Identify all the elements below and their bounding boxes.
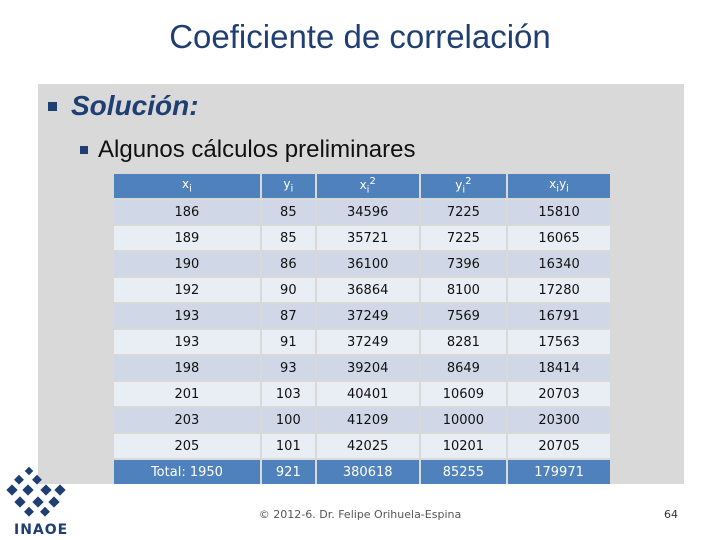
bullet-calculos-text: Algunos cálculos preliminares <box>98 136 416 163</box>
table-row: 205 101 42025 10201 20705 <box>114 434 610 458</box>
table-cell: 16065 <box>508 226 610 250</box>
table-cell: 87 <box>261 304 315 328</box>
table-row: 190 86 36100 7396 16340 <box>114 252 610 276</box>
bullet-calculos: Algunos cálculos preliminares <box>80 136 415 164</box>
table-cell: 189 <box>114 226 260 250</box>
table-cell: 34596 <box>316 200 419 224</box>
table-cell: 8281 <box>420 330 507 354</box>
table-cell: 10000 <box>420 408 507 432</box>
header-yi: yi <box>261 174 315 198</box>
table-cell: 20300 <box>508 408 610 432</box>
slide-title: Coeficiente de correlación <box>169 18 551 55</box>
table-cell: 16340 <box>508 252 610 276</box>
table-cell: 36100 <box>316 252 419 276</box>
header-xi-squared: xi2 <box>316 174 419 198</box>
table-cell: 20703 <box>508 382 610 406</box>
table-cell: 37249 <box>316 330 419 354</box>
table-cell: 7569 <box>420 304 507 328</box>
table-cell: 85 <box>261 200 315 224</box>
table-row: 189 85 35721 7225 16065 <box>114 226 610 250</box>
table-cell: 103 <box>261 382 315 406</box>
total-cell: 380618 <box>316 460 419 484</box>
table-cell: 15810 <box>508 200 610 224</box>
table-total-row: Total: 1950 921 380618 85255 179971 <box>114 460 610 484</box>
table-cell: 186 <box>114 200 260 224</box>
table-row: 192 90 36864 8100 17280 <box>114 278 610 302</box>
total-cell: 179971 <box>508 460 610 484</box>
table-cell: 192 <box>114 278 260 302</box>
table-cell: 91 <box>261 330 315 354</box>
header-xiyi: xiyi <box>508 174 610 198</box>
table-row: 201 103 40401 10609 20703 <box>114 382 610 406</box>
inaoe-logo-icon <box>6 466 66 517</box>
table-cell: 36864 <box>316 278 419 302</box>
table-cell: 201 <box>114 382 260 406</box>
table-cell: 86 <box>261 252 315 276</box>
table-cell: 39204 <box>316 356 419 380</box>
header-yi-squared: yi2 <box>420 174 507 198</box>
table-cell: 16791 <box>508 304 610 328</box>
table-cell: 7396 <box>420 252 507 276</box>
table-cell: 90 <box>261 278 315 302</box>
calculations-table: xi yi xi2 yi2 xiyi 186 85 34596 7225 15810 18… <box>112 172 612 486</box>
table-cell: 18414 <box>508 356 610 380</box>
table-cell: 8649 <box>420 356 507 380</box>
total-cell: Total: 1950 <box>114 460 260 484</box>
table-cell: 10609 <box>420 382 507 406</box>
table-row: 193 91 37249 8281 17563 <box>114 330 610 354</box>
table-cell: 190 <box>114 252 260 276</box>
table-cell: 17563 <box>508 330 610 354</box>
footer-copyright: © 2012-6. Dr. Felipe Orihuela-Espina <box>258 508 462 521</box>
bullet-square-icon <box>48 101 57 111</box>
table-row: 198 93 39204 8649 18414 <box>114 356 610 380</box>
table-cell: 8100 <box>420 278 507 302</box>
table-cell: 35721 <box>316 226 419 250</box>
table-cell: 40401 <box>316 382 419 406</box>
table-row: 203 100 41209 10000 20300 <box>114 408 610 432</box>
table-cell: 203 <box>114 408 260 432</box>
table-cell: 193 <box>114 330 260 354</box>
bullet-square-icon <box>80 146 88 154</box>
table-cell: 42025 <box>316 434 419 458</box>
table-cell: 198 <box>114 356 260 380</box>
table-cell: 37249 <box>316 304 419 328</box>
table-cell: 20705 <box>508 434 610 458</box>
table-cell: 85 <box>261 226 315 250</box>
table-row: 186 85 34596 7225 15810 <box>114 200 610 224</box>
table-cell: 17280 <box>508 278 610 302</box>
logo-text: INAOE <box>14 522 69 538</box>
table-cell: 41209 <box>316 408 419 432</box>
table-cell: 205 <box>114 434 260 458</box>
table-cell: 10201 <box>420 434 507 458</box>
bullet-solucion-text: Solución: <box>71 90 199 121</box>
table-cell: 101 <box>261 434 315 458</box>
page-number: 64 <box>664 508 678 521</box>
table-cell: 7225 <box>420 200 507 224</box>
bullet-solucion: Solución: <box>48 90 199 122</box>
total-cell: 921 <box>261 460 315 484</box>
table-row: 193 87 37249 7569 16791 <box>114 304 610 328</box>
header-xi: xi <box>114 174 260 198</box>
table-cell: 7225 <box>420 226 507 250</box>
table-cell: 93 <box>261 356 315 380</box>
table-cell: 100 <box>261 408 315 432</box>
table-cell: 193 <box>114 304 260 328</box>
total-cell: 85255 <box>420 460 507 484</box>
table-header-row: xi yi xi2 yi2 xiyi <box>114 174 610 198</box>
